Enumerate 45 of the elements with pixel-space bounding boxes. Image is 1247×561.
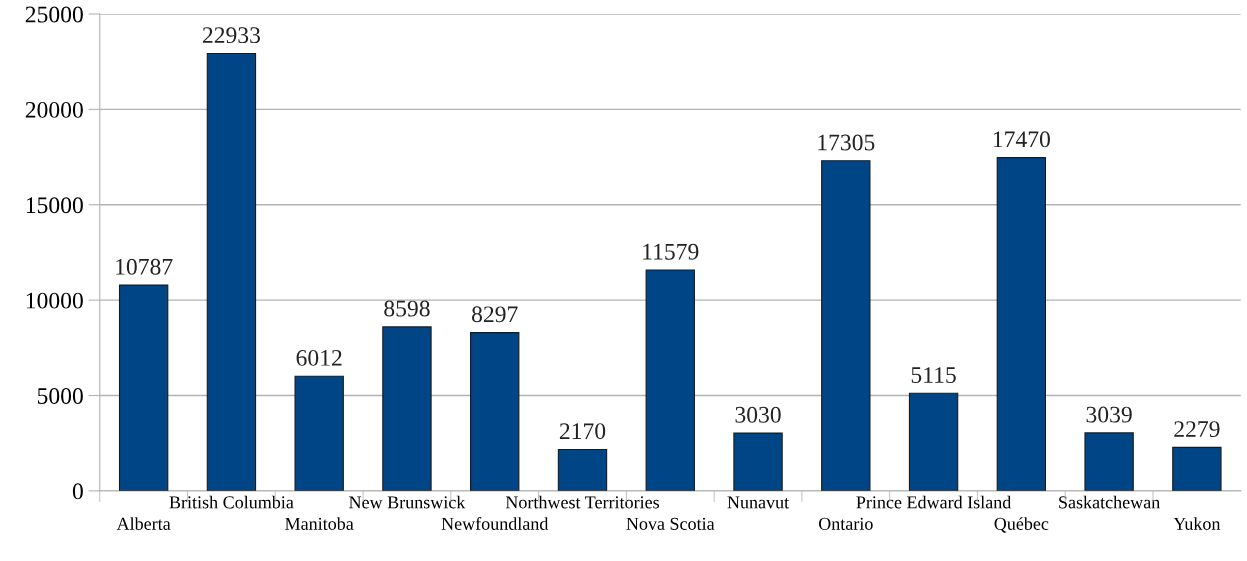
y-tick-label: 25000 [25, 6, 83, 23]
x-tick-label: Prince Edward Island [856, 495, 1012, 509]
bar [382, 326, 432, 491]
y-tick-label: 5000 [37, 388, 83, 404]
x-tick-label: Ontario [818, 517, 873, 530]
data-label: 17305 [818, 134, 875, 151]
x-tick-label: New Brunswick [349, 495, 466, 509]
x-tick-label: Northwest Territories [505, 495, 660, 509]
x-tick-label: Saskatchewan [1059, 495, 1160, 509]
y-tick-label: 10000 [26, 292, 83, 309]
x-tick-label: Manitoba [285, 517, 354, 530]
data-label: 3039 [1086, 406, 1132, 423]
bar [1172, 446, 1222, 491]
x-tick-label: Yukon [1173, 517, 1221, 530]
data-label: 17470 [993, 131, 1050, 148]
data-label: 3030 [735, 406, 781, 423]
data-label: 11579 [643, 243, 699, 260]
bar [733, 432, 783, 491]
data-label: 10787 [116, 258, 173, 275]
y-tick-label: 20000 [25, 101, 83, 118]
data-label: 5115 [911, 367, 956, 383]
data-label: 2279 [1174, 421, 1220, 438]
bar [821, 160, 871, 491]
x-tick-label: Nova Scotia [626, 517, 715, 530]
bar [1084, 432, 1134, 491]
y-tick-label: 15000 [26, 197, 83, 214]
bar [118, 284, 169, 491]
x-tick-label: Nunavut [727, 496, 790, 509]
bar [996, 157, 1047, 491]
bar [645, 269, 695, 491]
data-label: 22933 [202, 27, 261, 44]
data-label: 8598 [384, 300, 430, 317]
y-tick-label: 0 [72, 483, 83, 500]
x-tick-label: British Columbia [169, 495, 294, 509]
data-label: 8297 [472, 306, 518, 323]
x-tick-label: Alberta [116, 517, 171, 530]
data-label: 2170 [559, 423, 606, 440]
bar [470, 332, 520, 491]
bar [206, 52, 257, 491]
data-label: 6012 [296, 349, 342, 366]
bar [557, 448, 608, 491]
x-tick-label: Newfoundland [441, 517, 549, 530]
bar [294, 375, 344, 491]
x-tick-label: Québec [994, 517, 1049, 533]
bar [908, 392, 959, 491]
